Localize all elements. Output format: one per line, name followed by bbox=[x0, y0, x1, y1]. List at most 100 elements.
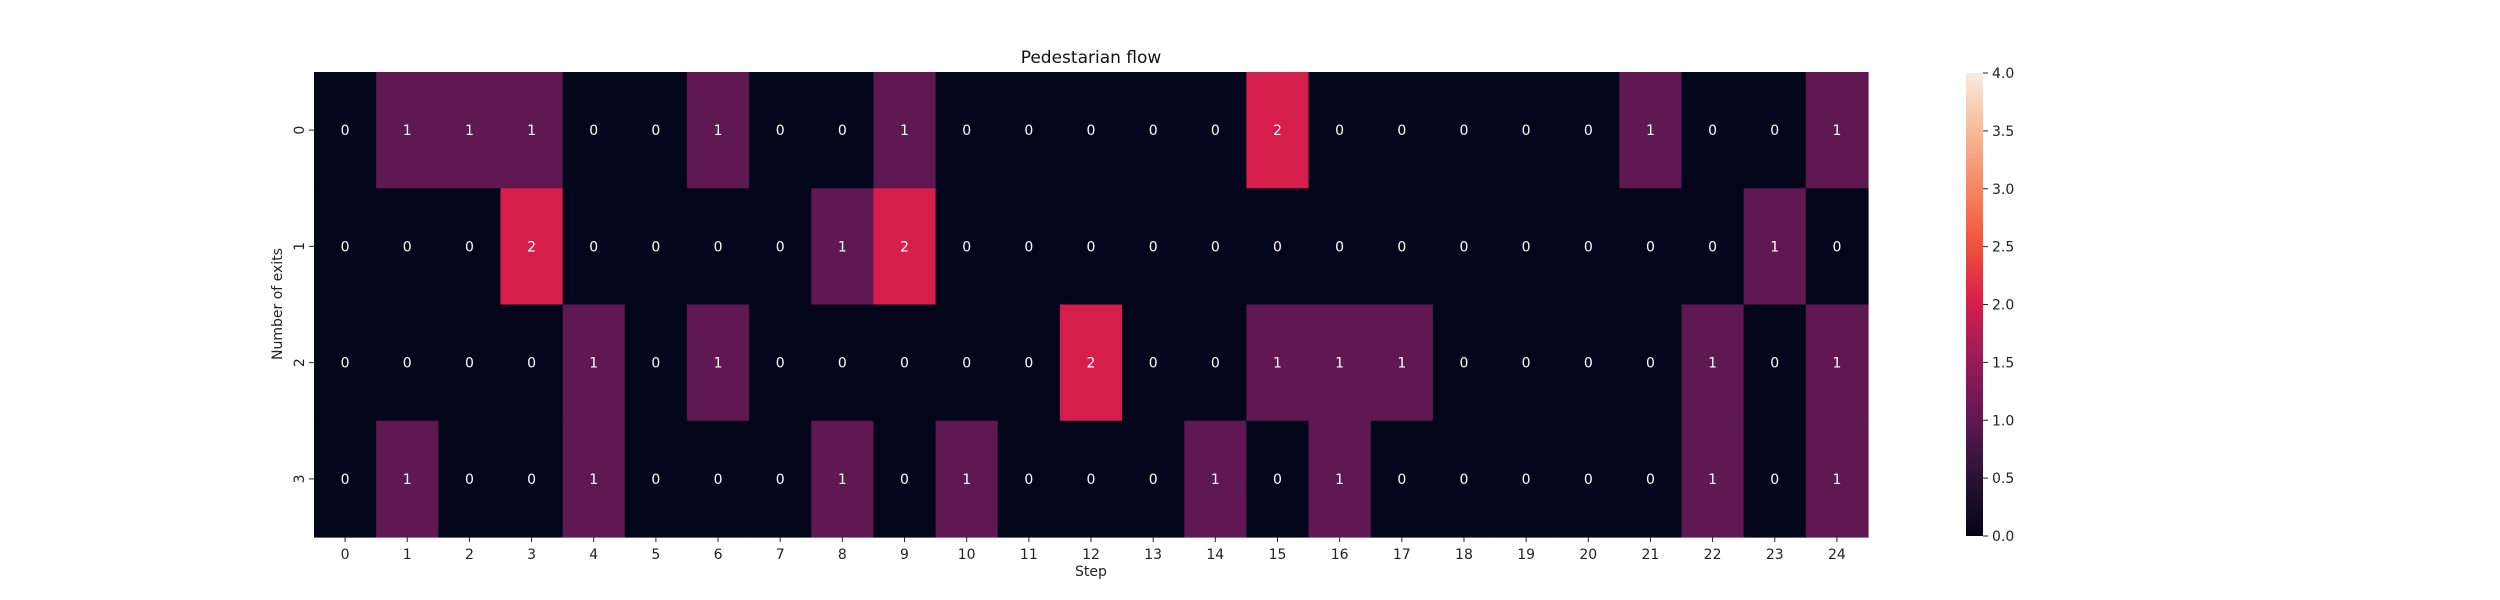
cell-value-label: 0 bbox=[838, 356, 847, 372]
heatmap-cell bbox=[1432, 304, 1496, 422]
cell-value-label: 0 bbox=[1397, 239, 1406, 255]
heatmap-cell bbox=[1805, 188, 1869, 306]
heatmap-cell bbox=[1681, 304, 1745, 422]
x-tick-label: 9 bbox=[900, 547, 909, 563]
colorbar-tick-label: 3.5 bbox=[1992, 124, 2014, 140]
cell-value-label: 0 bbox=[527, 356, 536, 372]
x-tick-label: 0 bbox=[341, 547, 350, 563]
heatmap-cell bbox=[624, 304, 688, 422]
x-tick-label: 6 bbox=[714, 547, 723, 563]
cell-value-label: 0 bbox=[589, 239, 598, 255]
cell-value-label: 1 bbox=[900, 123, 909, 139]
heatmap-cell bbox=[624, 420, 688, 538]
heatmap-cell bbox=[1619, 304, 1683, 422]
x-tick-label: 2 bbox=[465, 547, 474, 563]
cell-value-label: 0 bbox=[1211, 356, 1220, 372]
colorbar-tick-label: 1.5 bbox=[1992, 355, 2014, 371]
heatmap-cell bbox=[314, 304, 377, 422]
heatmap-cell bbox=[624, 72, 688, 189]
heatmap-cell bbox=[997, 420, 1061, 538]
cell-value-label: 1 bbox=[1832, 123, 1841, 139]
heatmap-cell bbox=[1743, 420, 1807, 538]
cell-value-label: 0 bbox=[1273, 472, 1282, 488]
cell-value-label: 0 bbox=[1024, 356, 1033, 372]
cell-value-label: 0 bbox=[1087, 472, 1096, 488]
heatmap-cell bbox=[500, 72, 564, 189]
cell-value-label: 0 bbox=[341, 472, 350, 488]
cell-value-label: 0 bbox=[1522, 239, 1531, 255]
x-tick-label: 7 bbox=[776, 547, 785, 563]
heatmap-cell bbox=[1184, 188, 1247, 306]
cell-value-label: 0 bbox=[341, 239, 350, 255]
cell-value-label: 0 bbox=[1149, 239, 1158, 255]
cell-value-label: 0 bbox=[1459, 123, 1468, 139]
cell-value-label: 0 bbox=[776, 356, 785, 372]
heatmap-cell bbox=[873, 304, 937, 422]
cell-value-label: 1 bbox=[403, 123, 412, 139]
cell-value-label: 0 bbox=[651, 472, 660, 488]
heatmap-cell bbox=[1619, 420, 1683, 538]
cell-value-label: 0 bbox=[1770, 123, 1779, 139]
heatmap-cell bbox=[1432, 420, 1496, 538]
cell-value-label: 2 bbox=[1087, 356, 1096, 372]
heatmap-cell bbox=[1495, 304, 1558, 422]
heatmap-cell bbox=[935, 188, 999, 306]
x-tick-label: 5 bbox=[651, 547, 660, 563]
cell-value-label: 0 bbox=[714, 239, 723, 255]
heatmap-cell bbox=[1246, 188, 1310, 306]
y-tick-label: 3 bbox=[292, 474, 308, 483]
heatmap-cell bbox=[562, 188, 626, 306]
cell-value-label: 0 bbox=[1522, 356, 1531, 372]
colorbar-tick-label: 4.0 bbox=[1992, 66, 2014, 82]
heatmap-cell bbox=[811, 72, 875, 189]
heatmap-cell bbox=[562, 72, 626, 189]
cell-value-label: 2 bbox=[527, 239, 536, 255]
cell-value-label: 2 bbox=[900, 239, 909, 255]
cell-value-label: 0 bbox=[1459, 472, 1468, 488]
heatmap-cell bbox=[1557, 420, 1620, 538]
cell-value-label: 0 bbox=[1646, 239, 1655, 255]
x-tick-label: 3 bbox=[527, 547, 536, 563]
cell-value-label: 0 bbox=[1708, 239, 1717, 255]
heatmap-cell bbox=[376, 188, 439, 306]
heatmap-cell bbox=[1059, 72, 1123, 189]
cell-value-label: 0 bbox=[465, 472, 474, 488]
cell-value-label: 0 bbox=[1211, 239, 1220, 255]
cell-value-label: 0 bbox=[465, 356, 474, 372]
cell-value-label: 1 bbox=[527, 123, 536, 139]
cell-value-label: 0 bbox=[1708, 123, 1717, 139]
heatmap-cell bbox=[376, 420, 439, 538]
heatmap-cell bbox=[1743, 72, 1807, 189]
cell-value-label: 0 bbox=[589, 123, 598, 139]
cell-value-label: 1 bbox=[589, 472, 598, 488]
heatmap-cell bbox=[1805, 304, 1869, 422]
heatmap-cell bbox=[376, 72, 439, 189]
cell-value-label: 0 bbox=[900, 472, 909, 488]
cell-value-label: 0 bbox=[651, 239, 660, 255]
heatmap-cell bbox=[1184, 72, 1247, 189]
cell-value-label: 2 bbox=[1273, 123, 1282, 139]
cell-value-label: 0 bbox=[1522, 472, 1531, 488]
heatmap-cell bbox=[314, 420, 377, 538]
cell-value-label: 0 bbox=[341, 123, 350, 139]
cell-value-label: 0 bbox=[1149, 123, 1158, 139]
heatmap-cell bbox=[1805, 72, 1869, 189]
cell-value-label: 0 bbox=[962, 239, 971, 255]
heatmap-cell bbox=[749, 188, 812, 306]
cell-value-label: 0 bbox=[1397, 472, 1406, 488]
heatmap-cell bbox=[1495, 420, 1558, 538]
colorbar-tick-label: 3.0 bbox=[1992, 182, 2014, 198]
heatmap-cell bbox=[935, 72, 999, 189]
heatmap-cell bbox=[1122, 72, 1185, 189]
colorbar-tick-label: 1.0 bbox=[1992, 413, 2014, 429]
cell-value-label: 0 bbox=[403, 239, 412, 255]
x-tick-label: 8 bbox=[838, 547, 847, 563]
heatmap-cell bbox=[1308, 188, 1372, 306]
heatmap-cell bbox=[873, 188, 937, 306]
heatmap-cell bbox=[1246, 420, 1310, 538]
cell-value-label: 0 bbox=[1087, 123, 1096, 139]
heatmap-cell bbox=[1308, 304, 1372, 422]
heatmap-cell bbox=[686, 420, 750, 538]
x-tick-label: 13 bbox=[1144, 547, 1162, 563]
